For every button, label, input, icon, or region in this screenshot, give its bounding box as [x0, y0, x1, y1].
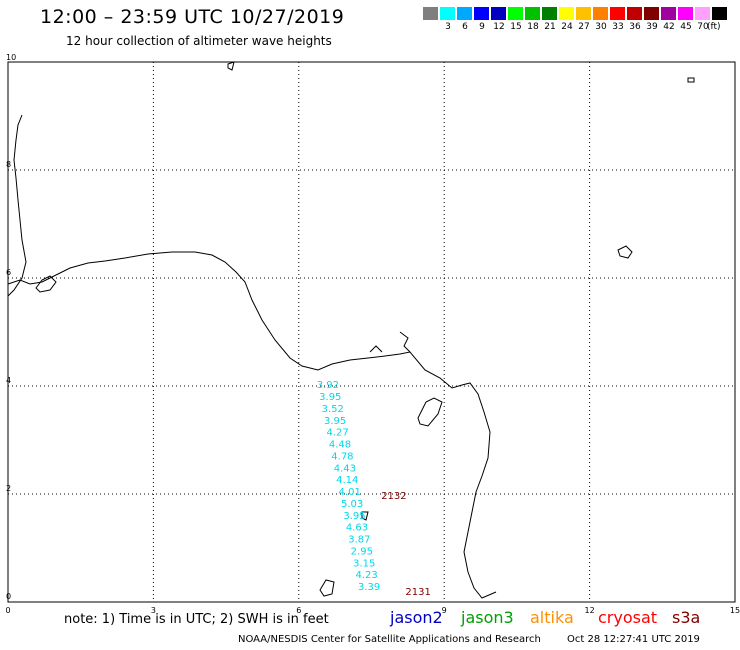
- x-tick-label: 12: [585, 606, 595, 615]
- satellite-jason2: jason2: [390, 608, 443, 627]
- x-tick-label: 6: [296, 606, 301, 615]
- x-tick-label: 15: [730, 606, 740, 615]
- wave-height-value: 4.27: [326, 428, 348, 439]
- legend-swatch: [678, 7, 694, 20]
- legend-label: 27: [578, 22, 590, 32]
- legend-swatch: [559, 7, 575, 20]
- wave-height-value: 4.48: [329, 440, 351, 451]
- page-subtitle: 12 hour collection of altimeter wave hei…: [66, 34, 332, 48]
- satellite-altika: altika: [530, 608, 574, 627]
- legend-swatch: [593, 7, 609, 20]
- legend-label: 3: [445, 22, 451, 32]
- legend-label: 15: [510, 22, 522, 32]
- legend-swatch: [661, 7, 677, 20]
- satellite-s3a: s3a: [672, 608, 701, 627]
- wave-height-value: 4.63: [346, 523, 368, 534]
- coastline-main: [7, 114, 497, 599]
- wave-height-value: 5.03: [341, 499, 363, 510]
- credit-line: NOAA/NESDIS Center for Satellite Applica…: [238, 634, 541, 645]
- wave-height-value: 4.23: [356, 570, 378, 581]
- legend-label: 42: [663, 22, 675, 32]
- generated-timestamp: Oct 28 12:27:41 UTC 2019: [567, 634, 700, 645]
- y-tick-label: 6: [6, 268, 11, 277]
- legend-swatch: [712, 7, 728, 20]
- legend-swatch: [457, 7, 473, 20]
- legend-label: 18: [527, 22, 539, 32]
- legend-label: 24: [561, 22, 573, 32]
- pass-time-label: 2132: [381, 491, 406, 502]
- legend-label: 70: [697, 22, 709, 32]
- footnote: note: 1) Time is in UTC; 2) SWH is in fe…: [64, 612, 329, 627]
- wave-height-value: 3.87: [348, 535, 370, 546]
- legend-label: 36: [629, 22, 641, 32]
- island-south: [319, 579, 335, 597]
- legend-swatch: [491, 7, 507, 20]
- x-tick-label: 3: [151, 606, 156, 615]
- page-title: 12:00 – 23:59 UTC 10/27/2019: [40, 6, 345, 28]
- wave-height-value: 4.43: [334, 463, 356, 474]
- island-north: [227, 61, 235, 71]
- y-tick-label: 8: [6, 160, 11, 169]
- satellite-jason3: jason3: [461, 608, 514, 627]
- legend-swatch: [440, 7, 456, 20]
- coastline-delta: [369, 331, 411, 353]
- wave-height-value: 3.95: [319, 392, 341, 403]
- satellite-cryosat: cryosat: [598, 608, 658, 627]
- island-mid: [361, 511, 369, 521]
- legend-label: 33: [612, 22, 624, 32]
- legend-swatch: [542, 7, 558, 20]
- wave-height-value: 3.15: [353, 558, 375, 569]
- legend-label: 30: [595, 22, 607, 32]
- legend-swatch: [695, 7, 711, 20]
- legend-swatch: [610, 7, 626, 20]
- wave-height-value: 2.95: [351, 546, 373, 557]
- wave-height-value: 3.92: [317, 380, 339, 391]
- wave-height-legend: (ft) 3 6 9 12 15 18 21 24 27 30 33 36 39 42 45 70: [423, 7, 728, 37]
- wave-height-value: 4.78: [331, 451, 353, 462]
- legend-label: 6: [462, 22, 468, 32]
- wave-height-value: 3.95: [343, 511, 365, 522]
- island-northeast: [617, 245, 633, 259]
- wave-height-value: 3.52: [322, 404, 344, 415]
- map-frame: [7, 61, 736, 603]
- axis-ticks: 0 3 6 9 12 15 0 2 4 6 8 10: [5, 53, 740, 615]
- legend-swatch: [576, 7, 592, 20]
- legend-label: 21: [544, 22, 556, 32]
- legend-swatch: [423, 7, 439, 20]
- island-small: [687, 77, 695, 83]
- wave-observations: 3.923.953.523.954.274.484.784.434.144.01…: [317, 380, 431, 598]
- island-east: [417, 397, 443, 427]
- legend-label: 9: [479, 22, 485, 32]
- legend-label: 12: [493, 22, 505, 32]
- y-tick-label: 4: [6, 376, 11, 385]
- legend-swatch: [525, 7, 541, 20]
- wave-height-value: 3.95: [324, 416, 346, 427]
- legend-swatch: [644, 7, 660, 20]
- pass-time-label: 2131: [405, 587, 430, 598]
- legend-swatch: [508, 7, 524, 20]
- coastline: [7, 61, 695, 599]
- wave-height-value: 4.01: [339, 487, 361, 498]
- y-tick-label: 2: [6, 484, 11, 493]
- legend-swatch: [474, 7, 490, 20]
- wave-height-value: 3.39: [358, 582, 380, 593]
- legend-label: 39: [646, 22, 658, 32]
- coastline-bay: [35, 275, 57, 293]
- y-tick-label: 0: [6, 592, 11, 601]
- map-grid: [8, 62, 735, 602]
- legend-swatch: [627, 7, 643, 20]
- legend-label: 45: [680, 22, 692, 32]
- y-tick-label: 10: [6, 53, 16, 62]
- x-tick-label: 0: [5, 606, 10, 615]
- x-tick-label: 9: [442, 606, 447, 615]
- legend-unit: (ft): [707, 22, 721, 32]
- wave-height-value: 4.14: [336, 475, 358, 486]
